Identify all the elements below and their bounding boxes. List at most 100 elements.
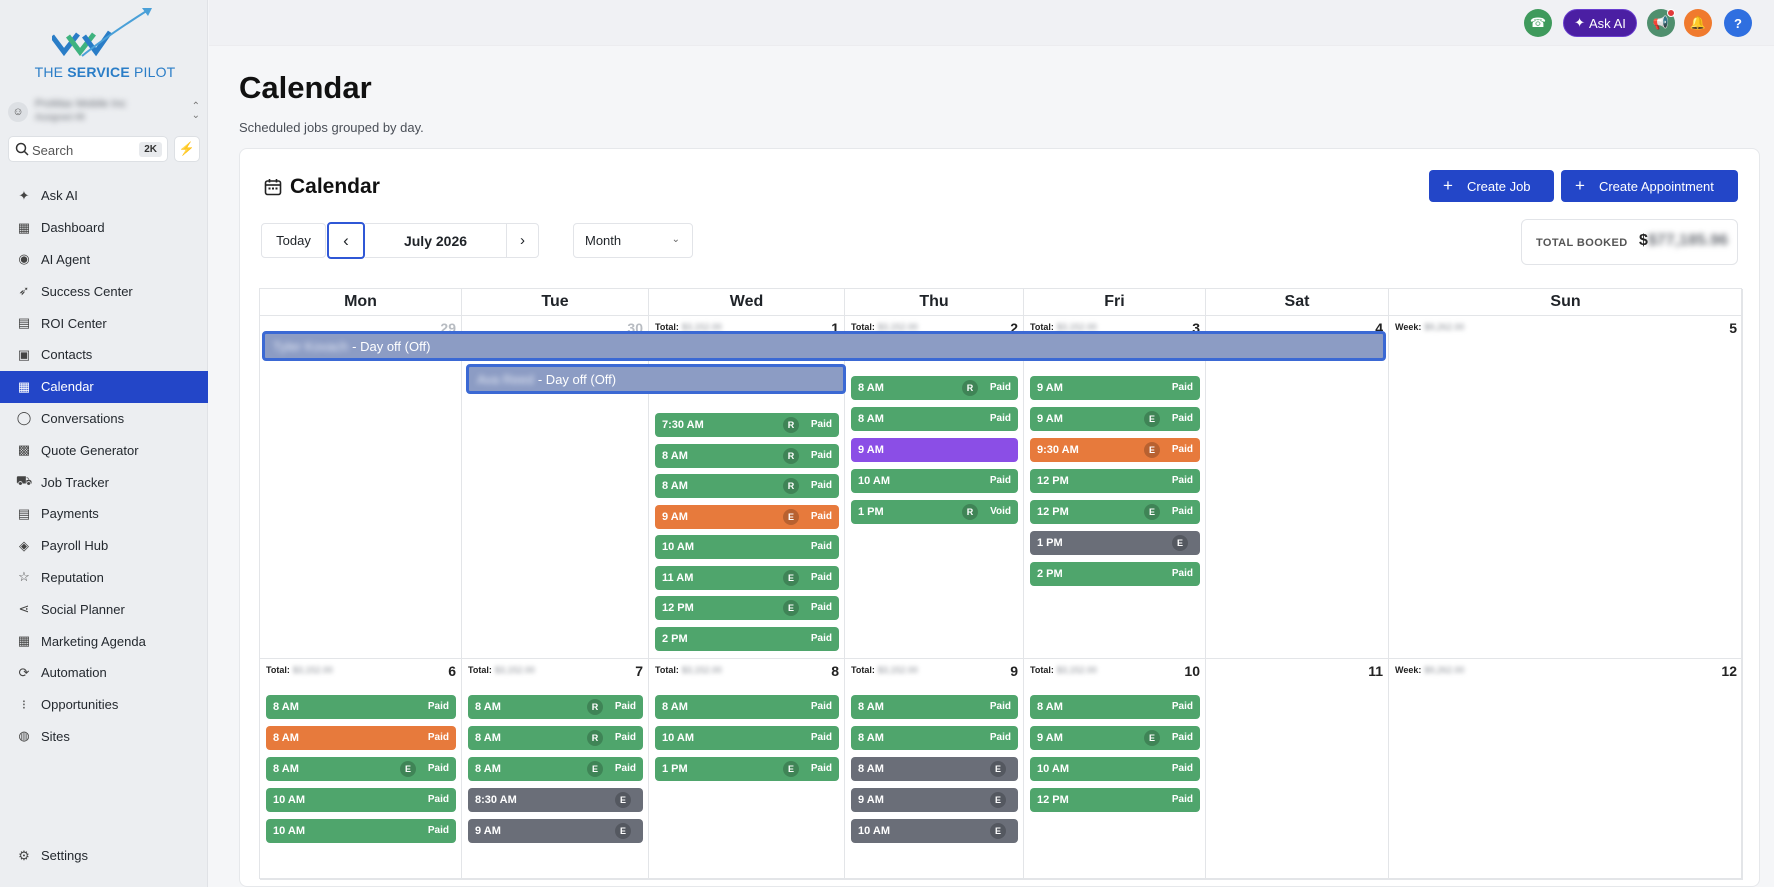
event-chip[interactable]: 10 AM Paid bbox=[655, 535, 839, 559]
sidebar-item-success-center[interactable]: ➶ Success Center bbox=[0, 275, 208, 307]
event-chip[interactable]: 8 AM R Paid bbox=[655, 474, 839, 498]
ask-ai-button[interactable]: ✦ Ask AI bbox=[1563, 9, 1637, 37]
quick-action-bolt-icon[interactable]: ⚡ bbox=[174, 136, 200, 162]
event-chip[interactable]: 8:30 AM E bbox=[468, 788, 643, 812]
day-cell[interactable]: 8 Total: $3,152.00 8 AM Paid 10 AM Paid 1 PM E Pa… bbox=[649, 659, 845, 880]
help-icon: ? bbox=[1734, 15, 1742, 31]
day-cell[interactable]: 10 Total: $3,152.00 8 AM Paid 9 AM E Paid 10 AM P… bbox=[1024, 659, 1206, 880]
total-booked-amount: $77,185.96 bbox=[1647, 232, 1728, 249]
event-chip[interactable]: 9 AM E Paid bbox=[655, 504, 839, 529]
event-chip[interactable]: 9 AM E Paid bbox=[1030, 726, 1200, 750]
day-cell[interactable]: 29 bbox=[260, 316, 462, 659]
day-cell[interactable]: 7 Total: $3,152.00 8 AM R Paid 8 AM R Paid 8 AM E P… bbox=[462, 659, 649, 880]
event-chip[interactable]: 8 AM Paid bbox=[655, 695, 839, 719]
create-job-button[interactable]: + Create Job bbox=[1429, 170, 1554, 202]
event-chip[interactable]: 12 PM E Paid bbox=[655, 596, 839, 620]
day-cell[interactable]: 3 Total: $3,152.00 9 AM Paid 9 AM E Paid 9:30 AM… bbox=[1024, 316, 1206, 659]
day-cell[interactable]: 4 bbox=[1206, 316, 1389, 659]
create-appointment-button[interactable]: + Create Appointment bbox=[1561, 170, 1738, 202]
sidebar-item-calendar[interactable]: ▦ Calendar bbox=[0, 370, 208, 403]
next-month-button[interactable]: › bbox=[506, 223, 539, 258]
event-chip[interactable]: 8 AM E Paid bbox=[468, 757, 643, 781]
sidebar-item-marketing-agenda[interactable]: ▦ Marketing Agenda bbox=[0, 625, 208, 657]
sidebar-item-payroll-hub[interactable]: ◈ Payroll Hub bbox=[0, 530, 208, 562]
event-chip[interactable]: 8 AM Paid bbox=[1030, 695, 1200, 719]
event-chip[interactable]: 8 AM E Paid bbox=[266, 757, 456, 781]
sidebar-item-ai-agent[interactable]: ◉ AI Agent bbox=[0, 244, 208, 276]
account-switcher[interactable]: ☺ ProMax Mobile Inc Assigned #8 ⌃ ⌄ bbox=[8, 96, 200, 126]
help-button[interactable]: ? bbox=[1724, 9, 1752, 37]
day-off-bar[interactable]: Tyler Kovach - Day off (Off) bbox=[262, 331, 1386, 361]
event-chip[interactable]: 7:30 AM R Paid bbox=[655, 413, 839, 437]
sidebar-item-payments[interactable]: ▤ Payments bbox=[0, 498, 208, 530]
event-chip[interactable]: 2 PM Paid bbox=[1030, 562, 1200, 586]
event-type-badge: R bbox=[587, 699, 603, 715]
sidebar-item-job-tracker[interactable]: ⛟ Job Tracker bbox=[0, 466, 208, 498]
event-chip[interactable]: 10 AM Paid bbox=[851, 469, 1018, 493]
search-input[interactable]: Search 2K bbox=[8, 136, 168, 162]
event-chip[interactable]: 9:30 AM E Paid bbox=[1030, 438, 1200, 462]
sidebar-item-automation[interactable]: ⟳ Automation bbox=[0, 657, 208, 689]
day-cell[interactable]: 5 Week: $9,262.00 bbox=[1389, 316, 1743, 659]
event-chip[interactable]: 10 AM Paid bbox=[266, 788, 456, 812]
sidebar-item-quote-generator[interactable]: ▩ Quote Generator bbox=[0, 434, 208, 466]
event-chip[interactable]: 10 AM E bbox=[851, 819, 1018, 843]
phone-button[interactable]: ☎ bbox=[1524, 9, 1552, 37]
sidebar-item-social-planner[interactable]: ⋖ Social Planner bbox=[0, 593, 208, 625]
event-chip[interactable]: 9 AM bbox=[851, 438, 1018, 462]
day-cell[interactable]: 2 Total: $3,152.00 8 AM R Paid 8 AM Paid 9 AM 10 … bbox=[845, 316, 1024, 659]
event-chip[interactable]: 1 PM R Void bbox=[851, 500, 1018, 524]
sidebar-item-sites[interactable]: ◍ Sites bbox=[0, 721, 208, 753]
sidebar-item-opportunities[interactable]: ⁝ Opportunities bbox=[0, 689, 208, 721]
event-status: Paid bbox=[810, 449, 832, 461]
event-chip[interactable]: 12 PM Paid bbox=[1030, 469, 1200, 493]
event-chip[interactable]: 10 AM Paid bbox=[266, 819, 456, 843]
sidebar-item-dashboard[interactable]: ▦ Dashboard bbox=[0, 212, 208, 244]
sidebar-item-ask-ai[interactable]: ✦ Ask AI bbox=[0, 180, 208, 212]
sidebar-item-settings[interactable]: ⚙ Settings bbox=[0, 840, 208, 872]
event-chip[interactable]: 9 AM E bbox=[851, 788, 1018, 812]
event-chip[interactable]: 10 AM Paid bbox=[655, 726, 839, 750]
event-status: Paid bbox=[810, 701, 832, 712]
event-chip[interactable]: 8 AM R Paid bbox=[655, 443, 839, 468]
event-chip[interactable]: 9 AM E Paid bbox=[1030, 407, 1200, 431]
event-chip[interactable]: 8 AM E bbox=[851, 757, 1018, 781]
event-chip[interactable]: 8 AM Paid bbox=[851, 407, 1018, 431]
event-chip[interactable]: 8 AM Paid bbox=[851, 726, 1018, 750]
event-chip[interactable]: 2 PM Paid bbox=[655, 626, 839, 651]
day-total-label: Total: bbox=[655, 322, 679, 332]
sidebar-item-roi-center[interactable]: ▤ ROI Center bbox=[0, 307, 208, 339]
event-chip[interactable]: 9 AM E bbox=[468, 819, 643, 843]
event-chip[interactable]: 12 PM Paid bbox=[1030, 788, 1200, 812]
day-cell[interactable]: 12 Week: $9,262.00 bbox=[1389, 659, 1743, 880]
event-chip[interactable]: 12 PM E Paid bbox=[1030, 500, 1200, 524]
event-chip[interactable]: 10 AM Paid bbox=[1030, 757, 1200, 781]
today-button[interactable]: Today bbox=[261, 223, 326, 258]
event-chip[interactable]: 11 AM E Paid bbox=[655, 565, 839, 590]
prev-month-button[interactable]: ‹ bbox=[327, 222, 365, 259]
event-chip[interactable]: 8 AM Paid bbox=[851, 695, 1018, 719]
logo-text: THE SERVICE PILOT bbox=[34, 64, 176, 80]
day-cell[interactable]: 6 Total: $3,152.00 8 AM Paid 8 AM Paid 8 AM E Pai… bbox=[260, 659, 462, 880]
sidebar-item-conversations[interactable]: ◯ Conversations bbox=[0, 403, 208, 435]
event-chip[interactable]: 8 AM R Paid bbox=[468, 726, 643, 750]
sidebar-item-reputation[interactable]: ☆ Reputation bbox=[0, 562, 208, 594]
event-chip[interactable]: 1 PM E bbox=[1030, 531, 1200, 555]
weekday-header-sun: Sun bbox=[1389, 289, 1743, 316]
notifications-button[interactable]: 🔔 bbox=[1684, 9, 1712, 37]
event-chip[interactable]: 8 AM R Paid bbox=[851, 376, 1018, 400]
megaphone-icon: 📢 bbox=[1652, 15, 1670, 30]
event-chip[interactable]: 8 AM Paid bbox=[266, 695, 456, 719]
day-off-bar[interactable]: Ava Reed - Day off (Off) bbox=[466, 364, 846, 394]
brand-logo[interactable]: THE SERVICE PILOT bbox=[30, 6, 180, 82]
sidebar-item-contacts[interactable]: ▣ Contacts bbox=[0, 339, 208, 371]
view-select[interactable]: Month ⌄ bbox=[573, 223, 693, 258]
day-cell[interactable]: 9 Total: $3,152.00 8 AM Paid 8 AM Paid 8 AM E 9 A… bbox=[845, 659, 1024, 880]
event-chip[interactable]: 1 PM E Paid bbox=[655, 757, 839, 781]
event-chip[interactable]: 8 AM R Paid bbox=[468, 695, 643, 719]
day-cell[interactable]: 11 bbox=[1206, 659, 1389, 880]
event-chip[interactable]: 8 AM Paid bbox=[266, 726, 456, 750]
day-number: 3 bbox=[1192, 320, 1200, 336]
day-cell[interactable]: 1 Total: $3,152.00 7:30 AM R Paid 8 AM R Paid 8 A… bbox=[649, 316, 845, 659]
event-chip[interactable]: 9 AM Paid bbox=[1030, 376, 1200, 400]
